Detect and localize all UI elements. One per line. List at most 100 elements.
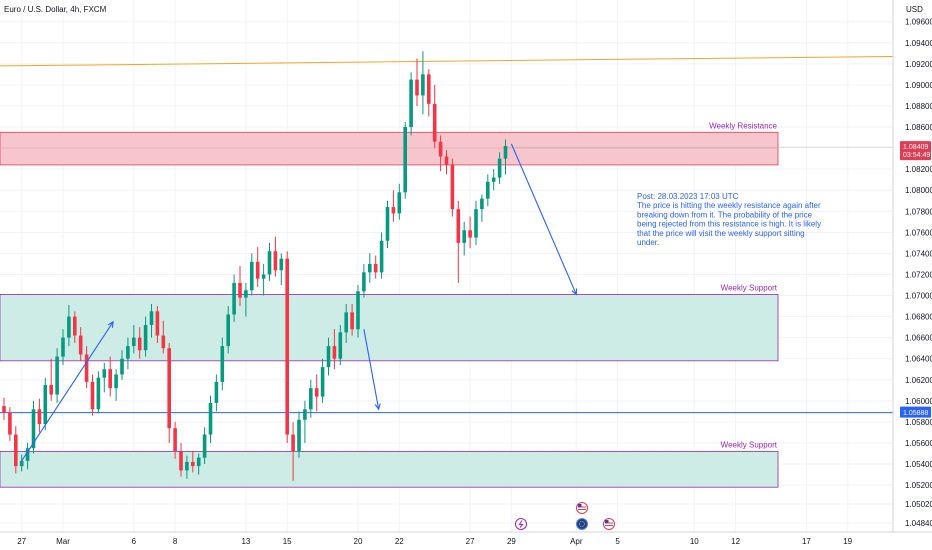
arrow-head — [571, 288, 578, 296]
uptrend-arrow — [21, 321, 114, 462]
candle-body — [120, 358, 124, 375]
annotation-line: that the price will visit the weekly sup… — [637, 229, 805, 238]
x-tick-label: 17 — [802, 537, 811, 546]
zone-label: Weekly Support — [721, 283, 778, 292]
zone-rect — [0, 450, 779, 488]
candle-body — [220, 346, 225, 382]
candle-body — [149, 311, 154, 326]
zone-label: Weekly Support — [721, 440, 778, 449]
candle-body — [344, 312, 348, 333]
candle-body — [43, 385, 48, 425]
candle-body — [96, 377, 101, 410]
candle-body — [444, 156, 449, 165]
candle-body — [185, 461, 189, 471]
candle-body — [261, 274, 266, 279]
countdown-label: 03:54:49 — [903, 152, 930, 159]
candle-body — [167, 348, 171, 429]
y-tick-label: 1.08800 — [905, 102, 932, 111]
candle-body — [480, 198, 484, 210]
candle-body — [114, 374, 118, 389]
trendline-layer — [0, 55, 894, 67]
candle-body — [497, 158, 502, 178]
x-axis[interactable]: 27 Mar 6 8 13 15 20 22 27 29 Apr 5 10 12 17 19 — [0, 531, 932, 546]
candle-body — [196, 457, 201, 467]
x-tick-label: 8 — [173, 537, 178, 546]
trendline — [0, 55, 894, 67]
candle-body — [208, 402, 213, 435]
x-tick-label: Mar — [56, 537, 70, 546]
candle-body — [102, 369, 107, 378]
current-price-label: 1.08409 — [903, 144, 928, 151]
candle-body — [226, 314, 230, 347]
candle-body — [368, 263, 372, 273]
candle-body — [232, 282, 236, 315]
x-tick-label: 27 — [17, 537, 26, 546]
y-tick-label: 1.06200 — [905, 376, 932, 385]
candle-body — [2, 406, 6, 413]
zone-rect — [0, 131, 779, 166]
projection-arrow — [510, 143, 577, 295]
y-tick-label: 1.07600 — [905, 228, 932, 237]
candle-body — [297, 419, 301, 452]
candle-body — [438, 141, 443, 157]
candle-body — [309, 388, 313, 410]
x-tick-label: 22 — [395, 537, 404, 546]
candle-body — [137, 337, 142, 351]
x-tick-label: 29 — [507, 537, 516, 546]
candle-body — [379, 240, 384, 273]
candle-body — [14, 434, 18, 467]
candle-body — [84, 354, 89, 382]
events-layer — [515, 502, 615, 530]
candle-body — [214, 381, 219, 403]
x-tick-label: 13 — [241, 537, 250, 546]
hline-price-tag — [900, 406, 931, 418]
y-tick-label: 1.07400 — [905, 249, 932, 258]
x-tick-label: 10 — [690, 537, 699, 546]
us-flag-icon-canton — [578, 504, 582, 507]
candle-body — [273, 251, 278, 271]
y-tick-label: 1.05600 — [905, 439, 932, 448]
y-tick-label: 1.08600 — [905, 123, 932, 132]
candle-body — [279, 258, 284, 271]
candle-body — [25, 448, 30, 461]
candle-body — [285, 258, 289, 435]
candle-body — [161, 335, 166, 349]
candle-body — [391, 207, 396, 214]
x-tick-label: 27 — [466, 537, 475, 546]
y-tick-label: 1.05200 — [905, 481, 932, 490]
candle-body — [362, 272, 366, 292]
candle-body — [356, 291, 360, 330]
y-axis[interactable]: 1.09600 1.09400 1.09200 1.09000 1.08800 1.086… — [892, 0, 932, 532]
zone-label: Weekly Resistance — [709, 121, 777, 130]
y-tick-label: 1.05400 — [905, 460, 932, 469]
candle-body — [409, 79, 413, 128]
candle-body — [415, 79, 419, 96]
candle-body — [61, 337, 65, 357]
candle-body — [8, 412, 12, 435]
candle-body — [326, 346, 331, 368]
us-flag-icon-canton — [605, 520, 609, 523]
current-price-tag — [900, 141, 931, 161]
annotation-line: under. — [637, 238, 659, 247]
hline-price-label: 1.05888 — [903, 410, 928, 417]
candle-body — [267, 251, 272, 275]
candle-body — [73, 316, 77, 336]
zone-rect — [0, 294, 779, 362]
currency-label: USD — [906, 5, 923, 14]
y-tick-label: 1.07200 — [905, 270, 932, 279]
x-tick-label: 5 — [615, 537, 620, 546]
y-tick-label: 1.09000 — [905, 81, 932, 90]
candle-body — [427, 74, 431, 104]
y-tick-label: 1.06400 — [905, 355, 932, 364]
candle-body — [468, 230, 472, 238]
x-tick-label: 20 — [354, 537, 363, 546]
candle-body — [78, 335, 83, 355]
chart-title: Euro / U.S. Dollar, 4h, FXCM — [4, 5, 107, 14]
x-tick-label: 15 — [283, 537, 292, 546]
annotation-line: Post: 28.03.2023 17:03 UTC — [637, 192, 739, 201]
candle-body — [202, 434, 207, 458]
candle-body — [421, 74, 425, 96]
candle-body — [474, 209, 478, 238]
candle-body — [55, 356, 59, 395]
